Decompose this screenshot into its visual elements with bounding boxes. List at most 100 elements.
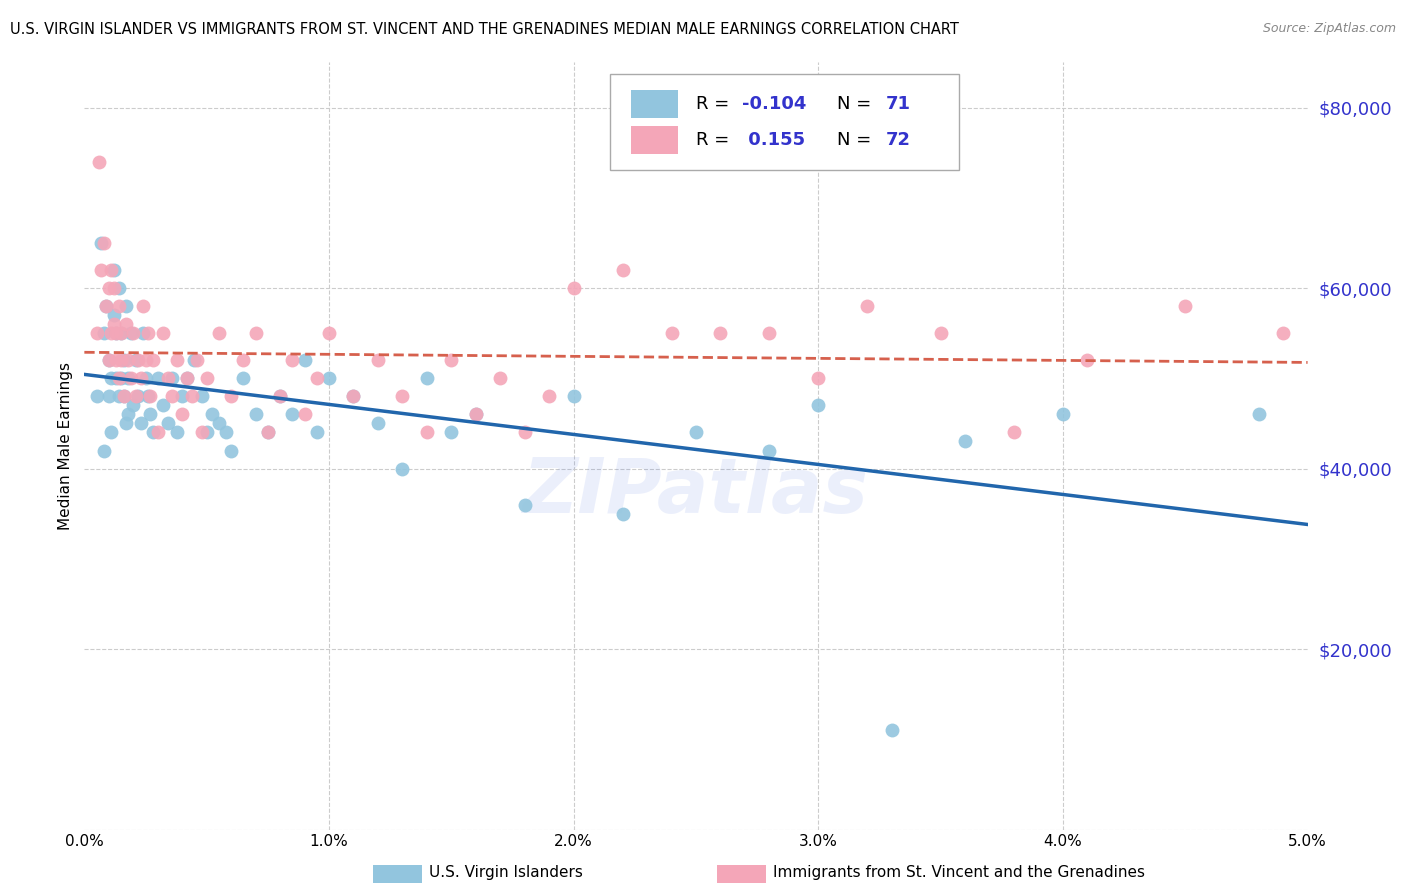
Point <box>538 389 561 403</box>
Point <box>245 408 267 422</box>
Point <box>342 389 364 403</box>
Point <box>97 353 120 368</box>
Point <box>127 389 149 403</box>
Point <box>464 408 486 422</box>
Point <box>86 389 108 403</box>
Point <box>191 389 214 403</box>
Point <box>1247 408 1270 422</box>
Point <box>105 326 128 341</box>
Point <box>117 408 139 422</box>
Point <box>807 371 830 385</box>
Point <box>215 425 238 440</box>
Point <box>176 371 198 385</box>
Point <box>318 371 340 385</box>
Point <box>953 434 976 449</box>
Point <box>685 425 707 440</box>
Point <box>112 389 135 403</box>
Point <box>120 326 142 341</box>
Point <box>880 723 903 738</box>
Point <box>122 326 145 341</box>
Point <box>191 425 214 440</box>
Point <box>269 389 291 403</box>
Point <box>107 389 129 403</box>
Point <box>807 398 830 412</box>
Text: Source: ZipAtlas.com: Source: ZipAtlas.com <box>1263 22 1396 36</box>
Point <box>152 326 174 341</box>
Point <box>117 371 139 385</box>
Point <box>281 353 304 368</box>
Point <box>1002 425 1025 440</box>
Point <box>416 425 439 440</box>
Text: ZIPatlas: ZIPatlas <box>523 455 869 529</box>
Point <box>1272 326 1295 341</box>
Point <box>107 281 129 295</box>
Point <box>90 235 112 250</box>
Point <box>257 425 280 440</box>
Point <box>367 417 389 431</box>
Point <box>294 353 316 368</box>
Y-axis label: Median Male Earnings: Median Male Earnings <box>58 362 73 530</box>
Point <box>183 353 205 368</box>
Point <box>166 353 188 368</box>
Point <box>103 308 125 322</box>
Point <box>107 299 129 313</box>
Text: U.S. Virgin Islanders: U.S. Virgin Islanders <box>429 865 582 880</box>
FancyBboxPatch shape <box>631 126 678 153</box>
Point <box>87 154 110 169</box>
Point <box>172 389 194 403</box>
Text: N =: N = <box>837 95 876 113</box>
Point <box>440 425 463 440</box>
Point <box>1174 299 1197 313</box>
Point <box>709 326 731 341</box>
Point <box>97 389 120 403</box>
Point <box>100 371 122 385</box>
Point <box>110 326 132 341</box>
Point <box>612 507 634 521</box>
Point <box>661 326 683 341</box>
Point <box>318 326 340 341</box>
Point <box>391 461 413 475</box>
Point <box>152 398 174 412</box>
Point <box>96 299 118 313</box>
Point <box>105 371 128 385</box>
Point <box>103 317 125 331</box>
FancyBboxPatch shape <box>610 74 959 169</box>
Point <box>115 417 138 431</box>
Point <box>125 353 148 368</box>
Point <box>127 353 149 368</box>
Point <box>86 326 108 341</box>
Point <box>929 326 952 341</box>
Point <box>112 389 135 403</box>
Point <box>129 417 152 431</box>
Point <box>856 299 879 313</box>
Point <box>103 263 125 277</box>
Point <box>181 389 204 403</box>
Point <box>195 425 218 440</box>
Point <box>305 425 328 440</box>
Point <box>112 353 135 368</box>
Point <box>1076 353 1098 368</box>
Point <box>125 389 148 403</box>
Point <box>562 389 585 403</box>
Point <box>97 353 120 368</box>
Point <box>257 425 280 440</box>
Point <box>232 353 254 368</box>
Point <box>758 326 780 341</box>
Point <box>162 371 184 385</box>
Point <box>100 425 122 440</box>
Point <box>612 263 634 277</box>
Point <box>208 326 231 341</box>
Point <box>208 417 231 431</box>
Point <box>132 326 155 341</box>
Point <box>513 425 536 440</box>
Text: R =: R = <box>696 95 735 113</box>
Point <box>103 281 125 295</box>
Point <box>115 317 138 331</box>
Point <box>93 326 115 341</box>
Point <box>132 299 155 313</box>
Point <box>391 389 413 403</box>
Point <box>136 389 159 403</box>
Point <box>146 425 169 440</box>
Point <box>342 389 364 403</box>
Point <box>176 371 198 385</box>
